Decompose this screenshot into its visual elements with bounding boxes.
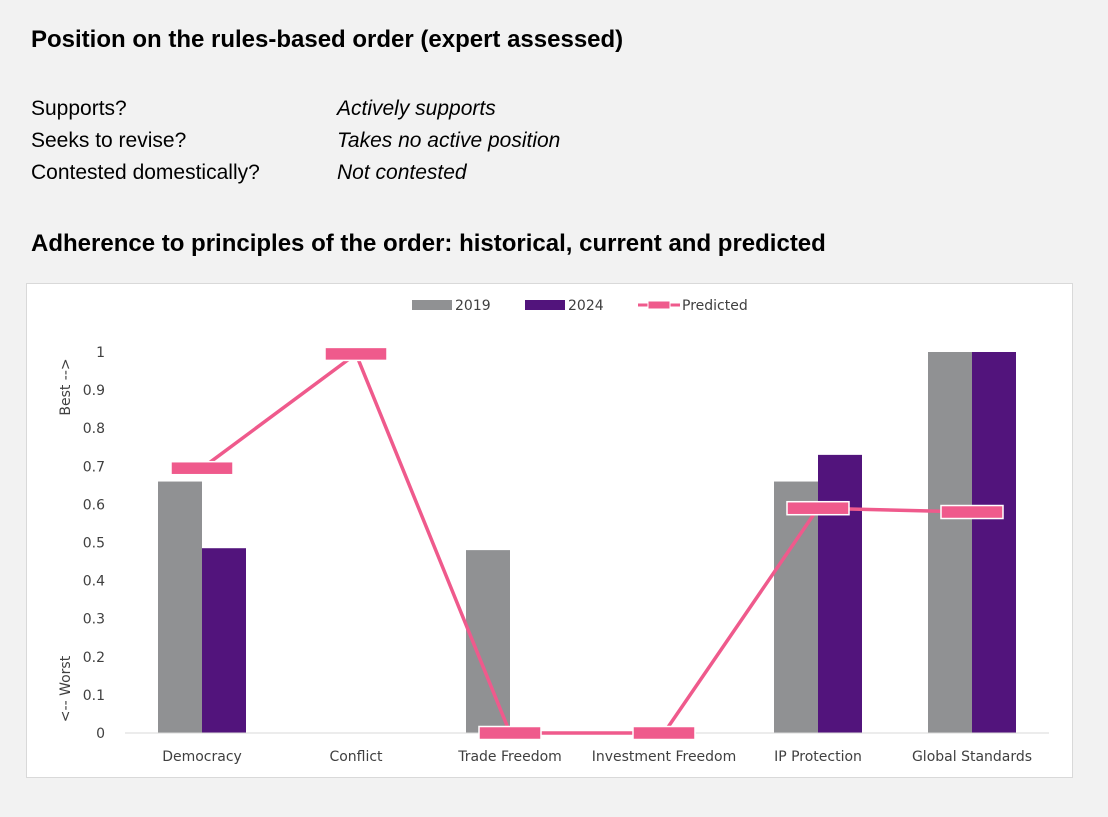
bar-2019-global-standards — [928, 352, 972, 733]
y-tick-label: 0.9 — [83, 383, 105, 399]
x-tick-label: Global Standards — [912, 749, 1032, 765]
predicted-marker-investment-freedom — [632, 725, 696, 741]
position-row-revise: Seeks to revise? Takes no active positio… — [31, 128, 731, 160]
x-tick-label: IP Protection — [774, 749, 862, 765]
chart-canvas: 0 0.1 0.2 0.3 0.4 0.5 0.6 0.7 0.8 0.9 1 Best --> <--… — [58, 298, 1049, 765]
revise-value: Takes no active position — [337, 129, 561, 152]
predicted-marker-conflict — [324, 346, 388, 362]
y-tick-label: 0 — [96, 726, 105, 742]
supports-label: Supports? — [31, 97, 127, 120]
y-tick-label: 0.8 — [83, 421, 105, 437]
bar-2024-democracy — [202, 548, 246, 733]
y-tick-label: 0.3 — [83, 612, 105, 628]
y-tick-label: 0.7 — [83, 459, 105, 475]
legend-marker-predicted — [647, 300, 671, 310]
bar-2019-democracy — [158, 481, 202, 733]
bar-2024-ip-protection — [818, 454, 862, 733]
predicted-marker-ip-protection — [786, 500, 850, 516]
legend-label: Predicted — [682, 298, 748, 314]
predicted-marker-trade-freedom — [478, 725, 542, 741]
legend-label: 2024 — [568, 298, 604, 314]
position-table: Supports? Actively supports Seeks to rev… — [31, 96, 731, 192]
y-axis-label-worst: <-- Worst — [58, 655, 74, 722]
y-tick-label: 0.4 — [83, 574, 105, 590]
predicted-marker-democracy — [170, 460, 234, 476]
bar-2019-ip-protection — [774, 481, 818, 733]
adherence-chart: 0 0.1 0.2 0.3 0.4 0.5 0.6 0.7 0.8 0.9 1 Best --> <--… — [26, 283, 1073, 778]
y-tick-label: 0.6 — [83, 497, 105, 513]
y-tick-label: 1 — [96, 345, 105, 361]
position-row-contested: Contested domestically? Not contested — [31, 160, 731, 192]
legend-swatch-2019 — [412, 300, 452, 310]
contested-label: Contested domestically? — [31, 161, 260, 184]
position-row-supports: Supports? Actively supports — [31, 96, 731, 128]
x-tick-label: Investment Freedom — [592, 749, 737, 765]
x-tick-label: Conflict — [329, 749, 383, 765]
y-tick-label: 0.5 — [83, 536, 105, 552]
y-axis-label-best: Best --> — [58, 358, 74, 415]
predicted-marker-global-standards — [940, 504, 1004, 520]
revise-label: Seeks to revise? — [31, 129, 187, 152]
y-tick-label: 0.2 — [83, 650, 105, 666]
legend-label: 2019 — [455, 298, 491, 314]
x-tick-label: Trade Freedom — [457, 749, 562, 765]
legend-swatch-2024 — [525, 300, 565, 310]
contested-value: Not contested — [337, 161, 467, 184]
position-heading: Position on the rules-based order (exper… — [31, 26, 624, 53]
y-tick-label: 0.1 — [83, 688, 105, 704]
adherence-heading: Adherence to principles of the order: hi… — [31, 230, 826, 257]
x-tick-label: Democracy — [162, 749, 242, 765]
supports-value: Actively supports — [337, 97, 496, 120]
bar-2024-global-standards — [972, 352, 1016, 733]
